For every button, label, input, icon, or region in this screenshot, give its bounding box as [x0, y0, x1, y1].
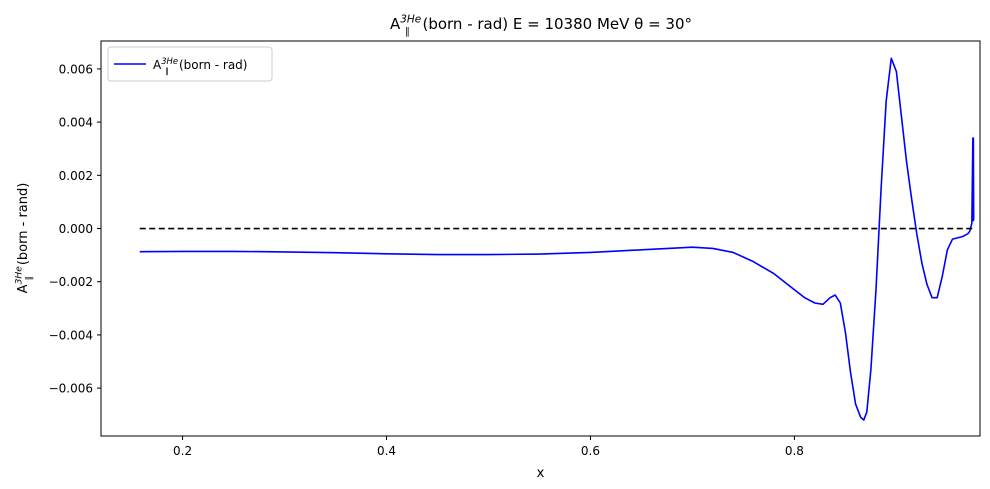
chart-title-subscript: ∥ [405, 26, 410, 37]
text-layer: 0.2 0.4 0.6 0.8 1.0 −0.006 −0.004 −0.002 0.000 0.… [15, 14, 990, 481]
y-axis-label-subscript: ∥ [24, 276, 34, 280]
plot-area [101, 41, 980, 436]
x-tick-label: 0.4 [377, 444, 396, 458]
y-tick-label: 0.004 [59, 116, 93, 130]
y-tick-label: 0.002 [59, 169, 93, 183]
y-axis-label-prefix: A [16, 284, 31, 293]
legend-box [107, 46, 273, 82]
y-axis-label-superscript: 3He [15, 266, 25, 285]
x-tick-label: 1.0 [989, 444, 990, 458]
y-tick-label: 0.000 [59, 222, 93, 236]
y-tick-label: −0.002 [49, 275, 93, 289]
chart-title: A3He ∥ (born - rad) E = 10380 MeV θ = 30° [390, 14, 692, 38]
y-tick-label: −0.004 [49, 328, 93, 342]
plot-background [101, 41, 980, 436]
legend-label-text: (born - rad) [179, 58, 248, 72]
legend-label-superscript: 3He [161, 56, 178, 66]
series-line-born-minus-rad [139, 57, 975, 421]
legend-label: A3He ∥ (born - rad) [153, 56, 247, 75]
x-tick-label: 0.6 [581, 444, 600, 458]
x-tick-label: 0.8 [785, 444, 804, 458]
legend-label-prefix: A [153, 58, 162, 72]
legend-label-subscript: ∥ [165, 66, 169, 75]
x-axis-label: x [537, 466, 545, 481]
axes-frame [100, 40, 981, 437]
axes-layer [97, 40, 981, 440]
series-layer [139, 57, 975, 421]
chart-title-prefix: A [390, 15, 401, 33]
chart-title-text: (born - rad) E = 10380 MeV θ = 30° [422, 15, 692, 33]
y-axis-label-text: (born - rand) [16, 183, 31, 265]
y-tick-label: −0.006 [49, 382, 93, 396]
chart-title-superscript: 3He [400, 14, 421, 26]
y-axis-label: A3He∥ (born - rand) [15, 183, 34, 294]
y-tick-label: 0.006 [59, 62, 93, 76]
legend: A3He ∥ (born - rad) [107, 46, 273, 82]
x-tick-label: 0.2 [173, 444, 192, 458]
